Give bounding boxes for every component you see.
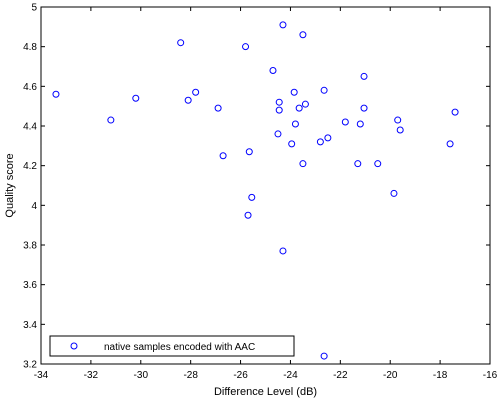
x-tick-label: -22 <box>333 370 348 381</box>
data-point <box>184 96 192 104</box>
data-point <box>275 98 283 106</box>
tick-labels: -34 -32 -30 -28 -26 -24 -22 -20 -18 -16 3.2 3.4 3.6 3… <box>23 3 498 382</box>
data-point <box>360 72 368 80</box>
data-point <box>451 108 459 116</box>
data-point <box>177 39 185 47</box>
data-point <box>214 104 222 112</box>
legend-box <box>49 335 295 357</box>
data-points <box>52 21 459 360</box>
y-tick-label: 4 <box>31 201 37 212</box>
y-tick-label: 3.2 <box>23 360 37 371</box>
data-point <box>291 120 299 128</box>
data-point <box>354 160 362 168</box>
data-point <box>132 94 140 102</box>
data-point <box>290 88 298 96</box>
x-tick-label: -18 <box>433 370 448 381</box>
legend: native samples encoded with AAC <box>49 335 295 357</box>
x-tick-label: -16 <box>483 370 498 381</box>
x-tick-label: -32 <box>84 370 99 381</box>
x-axis-label: Difference Level (dB) <box>214 386 317 398</box>
data-point <box>341 118 349 126</box>
axis-ticks <box>40 6 491 365</box>
data-point <box>279 247 287 255</box>
legend-marker <box>70 342 78 350</box>
data-point <box>275 106 283 114</box>
y-tick-label: 4.2 <box>23 161 37 172</box>
data-point <box>107 116 115 124</box>
data-point <box>299 160 307 168</box>
y-axis-label: Quality score <box>4 153 16 217</box>
data-point <box>279 21 287 29</box>
data-point <box>396 126 404 134</box>
data-point <box>374 160 382 168</box>
x-tick-label: -30 <box>134 370 149 381</box>
plot-area <box>40 6 491 365</box>
y-tick-label: 3.8 <box>23 241 37 252</box>
data-point <box>219 152 227 160</box>
data-point <box>356 120 364 128</box>
data-point <box>390 189 398 197</box>
data-point <box>244 211 252 219</box>
data-point <box>360 104 368 112</box>
data-point <box>446 140 454 148</box>
data-point <box>320 86 328 94</box>
data-point <box>324 134 332 142</box>
data-point <box>394 116 402 124</box>
data-point <box>245 148 253 156</box>
y-tick-label: 4.4 <box>23 122 37 133</box>
data-point <box>316 138 324 146</box>
data-point <box>301 100 309 108</box>
data-point <box>299 31 307 39</box>
data-point <box>274 130 282 138</box>
x-tick-label: -34 <box>34 370 49 381</box>
y-tick-label: 3.4 <box>23 320 37 331</box>
x-tick-label: -20 <box>383 370 398 381</box>
x-tick-label: -28 <box>183 370 198 381</box>
data-point <box>295 104 303 112</box>
y-tick-label: 4.6 <box>23 82 37 93</box>
data-point <box>248 193 256 201</box>
data-point <box>242 43 250 51</box>
x-tick-label: -24 <box>283 370 298 381</box>
data-point <box>269 66 277 74</box>
legend-label: native samples encoded with AAC <box>104 342 255 353</box>
y-tick-label: 3.6 <box>23 280 37 291</box>
x-tick-label: -26 <box>233 370 248 381</box>
data-point <box>320 352 328 360</box>
data-point <box>288 140 296 148</box>
y-tick-label: 5 <box>31 3 37 14</box>
y-tick-label: 4.8 <box>23 42 37 53</box>
data-point <box>52 90 60 98</box>
data-point <box>192 88 200 96</box>
